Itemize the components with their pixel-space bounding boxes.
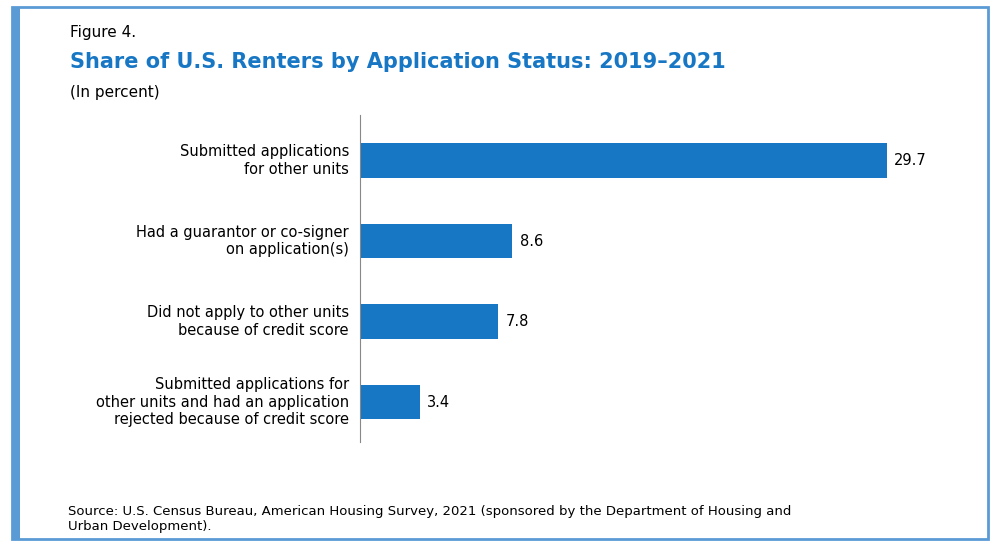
Text: 3.4: 3.4 xyxy=(427,395,450,410)
Bar xyxy=(360,224,512,258)
Text: 29.7: 29.7 xyxy=(894,153,926,168)
Text: 7.8: 7.8 xyxy=(505,314,529,329)
Bar xyxy=(360,304,498,339)
Bar xyxy=(360,144,887,178)
Text: Share of U.S. Renters by Application Status: 2019–2021: Share of U.S. Renters by Application Sta… xyxy=(70,52,726,72)
Text: 8.6: 8.6 xyxy=(520,234,543,248)
Text: Source: U.S. Census Bureau, American Housing Survey, 2021 (sponsored by the Depa: Source: U.S. Census Bureau, American Hou… xyxy=(68,505,791,533)
Text: Figure 4.: Figure 4. xyxy=(70,25,136,39)
Bar xyxy=(360,385,420,419)
Text: (In percent): (In percent) xyxy=(70,85,160,99)
